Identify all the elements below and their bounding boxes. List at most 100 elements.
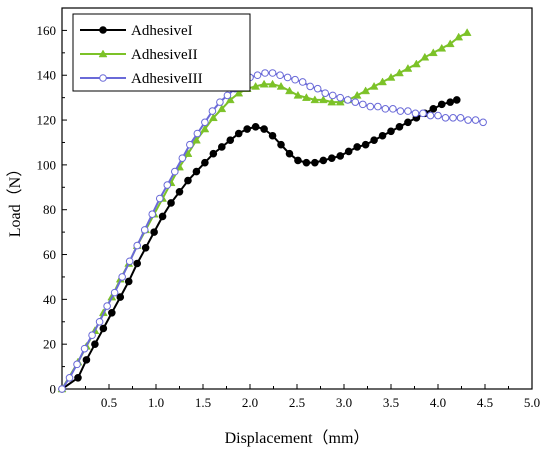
data-point <box>99 324 108 333</box>
data-point <box>449 114 457 122</box>
data-point <box>191 135 201 144</box>
data-point <box>328 91 337 100</box>
data-point <box>434 111 442 120</box>
data-point <box>260 125 268 133</box>
y-tick-label: 20 <box>43 337 56 352</box>
x-tick-label: 2.0 <box>242 395 258 410</box>
data-point <box>359 100 367 109</box>
data-point <box>175 187 184 196</box>
data-point <box>234 88 244 97</box>
data-point <box>319 156 328 165</box>
data-point <box>208 113 218 122</box>
data-point <box>293 90 303 99</box>
data-point <box>313 84 322 93</box>
data-point <box>369 81 379 90</box>
series-line <box>61 98 458 390</box>
data-point <box>335 97 345 106</box>
x-tick-label: 2.5 <box>289 395 305 410</box>
data-point <box>437 100 446 109</box>
legend-swatch-marker <box>99 74 107 82</box>
legend-swatch-marker <box>99 26 107 34</box>
data-point <box>167 199 175 207</box>
data-point <box>311 158 319 167</box>
data-point <box>471 116 480 124</box>
data-point <box>464 116 472 124</box>
data-point <box>163 181 172 189</box>
y-tick-label: 0 <box>50 382 57 397</box>
data-point <box>225 95 235 104</box>
data-point <box>95 317 104 326</box>
y-axis-title: Load（N） <box>6 161 24 237</box>
x-tick-label: 4.0 <box>430 395 446 410</box>
data-point <box>234 129 243 138</box>
data-point <box>352 90 362 99</box>
data-point <box>366 102 375 111</box>
data-point <box>404 118 412 127</box>
data-point <box>133 241 141 250</box>
data-point <box>428 48 438 57</box>
data-point <box>454 32 464 41</box>
x-tick-label: 1.5 <box>195 395 211 410</box>
series-3 <box>58 69 487 393</box>
data-point <box>148 210 157 218</box>
data-point <box>336 152 345 160</box>
data-point <box>268 79 277 88</box>
data-point <box>306 82 314 91</box>
data-point <box>285 149 294 158</box>
y-tick-label: 160 <box>37 23 57 38</box>
x-tick-label: 0.5 <box>101 395 117 410</box>
data-point <box>336 93 345 102</box>
data-point <box>327 97 337 106</box>
data-point <box>276 81 286 90</box>
data-point <box>251 81 261 90</box>
data-point <box>441 114 450 122</box>
x-tick-label: 1.0 <box>148 395 164 410</box>
data-point <box>302 158 311 167</box>
data-point <box>403 64 413 72</box>
data-point <box>91 340 99 348</box>
legend-swatches <box>80 26 126 82</box>
data-point <box>259 79 269 88</box>
data-point <box>462 28 472 36</box>
data-point <box>184 176 192 185</box>
data-point <box>404 107 412 115</box>
data-point <box>80 344 89 353</box>
data-point <box>186 140 194 149</box>
data-point <box>226 136 235 145</box>
x-tick-label: 4.5 <box>477 395 493 410</box>
data-point <box>294 156 302 165</box>
data-point <box>361 86 371 95</box>
data-point <box>74 373 82 382</box>
data-point <box>396 107 405 115</box>
data-point <box>217 104 227 113</box>
data-point <box>387 127 395 136</box>
data-point <box>361 140 370 149</box>
data-point <box>429 105 438 113</box>
data-point <box>370 136 378 145</box>
data-point <box>291 75 299 84</box>
data-point <box>108 309 116 317</box>
y-tick-label: 60 <box>43 247 56 262</box>
data-point <box>200 124 210 133</box>
x-tick-label: 5.0 <box>524 395 540 410</box>
data-point <box>446 98 455 106</box>
data-point <box>343 96 352 104</box>
data-point <box>283 73 292 82</box>
data-point <box>261 69 269 77</box>
x-axis-title: Displacement（mm） <box>225 429 370 447</box>
data-point <box>344 147 353 156</box>
data-point <box>298 78 307 86</box>
legend-label-series-1: AdhesiveI <box>131 23 193 39</box>
data-point <box>285 86 294 95</box>
y-tick-label: 40 <box>43 292 56 307</box>
legend: AdhesiveI AdhesiveII AdhesiveIII <box>72 13 251 92</box>
data-point <box>301 93 311 101</box>
data-point <box>116 293 125 301</box>
data-point <box>353 143 361 151</box>
series-layer <box>57 28 487 393</box>
data-point <box>437 43 447 52</box>
data-point <box>125 257 134 266</box>
axis-ticks: 0.5 1.0 1.5 2.0 2.5 3.0 3.5 4.0 4.5 5.0 0 20 40 60 80 1… <box>37 7 540 410</box>
data-point <box>268 69 277 77</box>
